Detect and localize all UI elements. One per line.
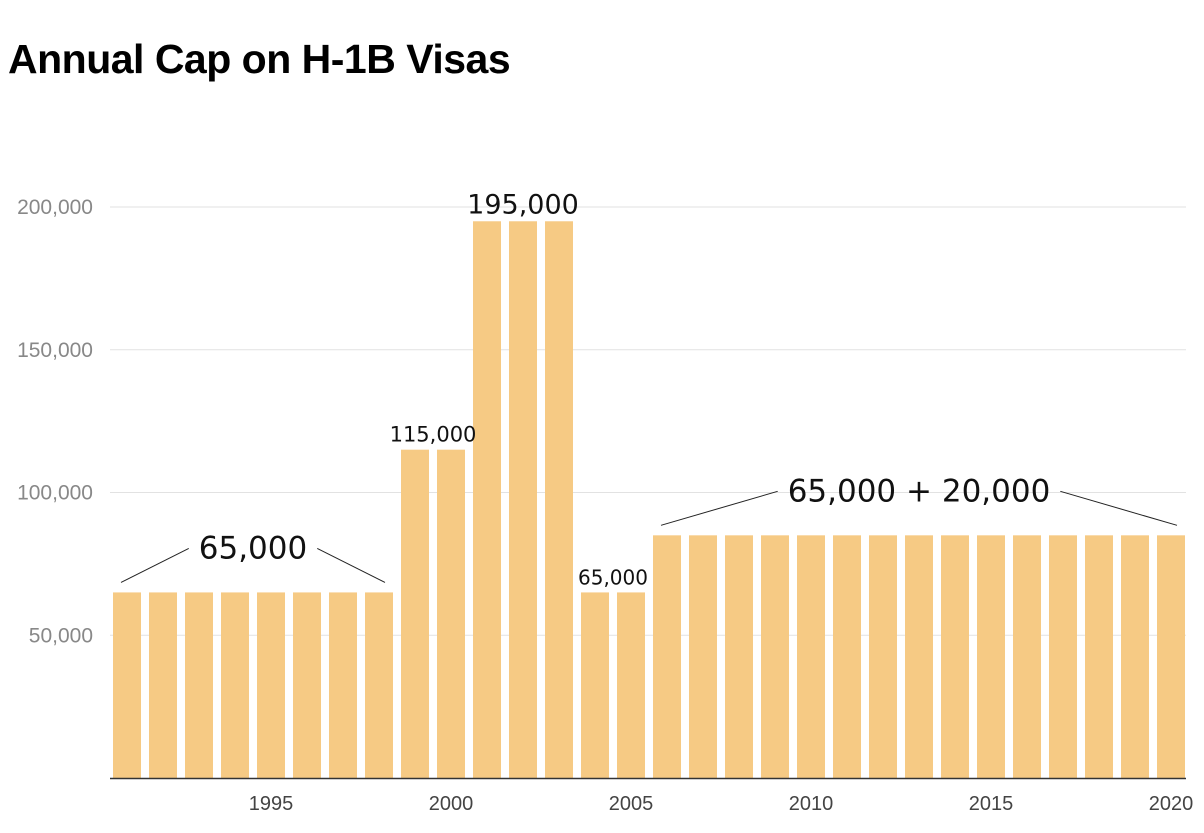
chart-title: Annual Cap on H-1B Visas [8, 36, 511, 82]
bar [257, 592, 285, 778]
bar [1157, 535, 1185, 778]
bar [293, 592, 321, 778]
x-tick-label: 2005 [609, 793, 654, 815]
annotation-label: 65,000 [578, 565, 648, 589]
bar [221, 592, 249, 778]
bar [185, 592, 213, 778]
y-tick-label: 200,000 [17, 196, 93, 219]
annotation-bracket-line [660, 490, 778, 526]
bar [365, 592, 393, 778]
bar [437, 449, 465, 778]
annotations: 65,000 115,000 195,000 65,000 65,000 + 20,00… [120, 189, 1178, 589]
bar [761, 535, 789, 778]
x-tick-label: 2000 [429, 793, 474, 815]
bar [653, 535, 681, 778]
bar [545, 221, 573, 778]
y-tick-label: 100,000 [17, 482, 93, 505]
bar [473, 221, 501, 778]
y-tick-label: 150,000 [17, 339, 93, 362]
annotation-bracket-line [317, 547, 386, 583]
bar [833, 535, 861, 778]
bar [725, 535, 753, 778]
bar [941, 535, 969, 778]
bar [581, 592, 609, 778]
bar [977, 535, 1005, 778]
bar [617, 592, 645, 778]
annotation-label: 195,000 [467, 189, 579, 220]
bar [689, 535, 717, 778]
bar [1049, 535, 1077, 778]
gridlines [110, 206, 1186, 636]
annotation-bracket-line [120, 547, 189, 583]
y-axis-ticks: 50,000 100,000 150,000 200,000 [17, 196, 93, 647]
bar [869, 535, 897, 778]
annotation-label: 65,000 [199, 530, 307, 566]
x-tick-label: 2015 [969, 793, 1014, 815]
bar [401, 449, 429, 778]
annotation-bracket-line [1060, 490, 1178, 526]
bars [113, 221, 1185, 778]
bar [113, 592, 141, 778]
annotation-label: 65,000 + 20,000 [788, 473, 1051, 509]
bar [1013, 535, 1041, 778]
y-tick-label: 50,000 [29, 624, 93, 647]
annotation-label: 115,000 [390, 423, 477, 447]
bar [797, 535, 825, 778]
x-tick-label: 2020 [1149, 793, 1194, 815]
bar [149, 592, 177, 778]
bar [1121, 535, 1149, 778]
bar [1085, 535, 1113, 778]
bar [509, 221, 537, 778]
bar [905, 535, 933, 778]
x-tick-label: 1995 [249, 793, 294, 815]
x-axis-ticks: 1995 2000 2005 2010 2015 2020 [249, 793, 1194, 815]
x-tick-label: 2010 [789, 793, 834, 815]
bar [329, 592, 357, 778]
